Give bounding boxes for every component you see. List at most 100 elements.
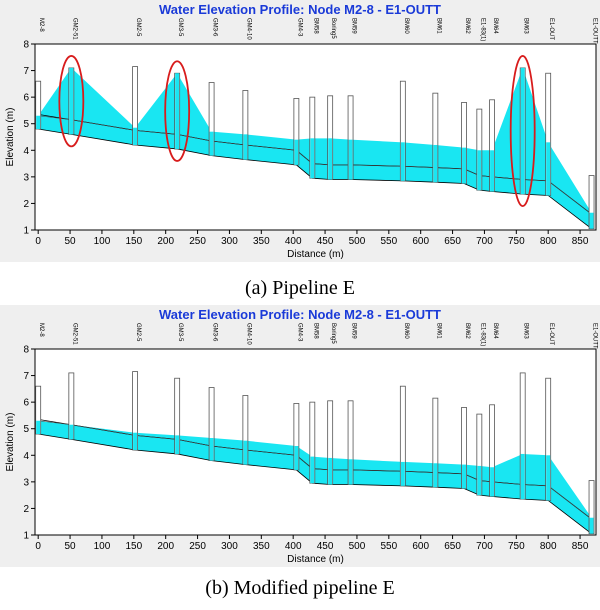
node-label: BM63 xyxy=(523,18,529,34)
x-tick-label: 750 xyxy=(508,236,525,247)
x-tick-label: 450 xyxy=(317,541,334,552)
x-tick-label: 300 xyxy=(221,541,238,552)
pipe-invert-line xyxy=(38,433,592,534)
node-label: GM3-5 xyxy=(177,18,183,37)
x-tick-label: 650 xyxy=(444,236,461,247)
y-tick-label: 2 xyxy=(23,504,29,515)
x-tick-label: 0 xyxy=(35,236,41,247)
x-tick-label: 850 xyxy=(572,541,589,552)
node-label: BM61 xyxy=(435,18,441,34)
manhole-water xyxy=(175,435,180,454)
x-tick-label: 800 xyxy=(540,236,557,247)
y-tick-label: 8 xyxy=(23,345,29,356)
y-tick-label: 1 xyxy=(23,531,29,542)
y-tick-label: 3 xyxy=(23,172,29,183)
manhole-water xyxy=(69,424,74,440)
x-tick-label: 650 xyxy=(444,541,461,552)
y-tick-label: 8 xyxy=(23,40,29,51)
panel-b: Water Elevation Profile: Node M2-8 - E1-… xyxy=(0,305,600,610)
highlight-ellipse xyxy=(58,55,85,148)
x-tick-label: 600 xyxy=(412,541,429,552)
node-label: GM4-3 xyxy=(296,323,302,342)
x-tick-label: 450 xyxy=(317,236,334,247)
y-tick-label: 6 xyxy=(23,93,29,104)
manhole-water xyxy=(462,147,467,184)
node-label: GM2-51 xyxy=(71,323,77,345)
y-tick-label: 3 xyxy=(23,477,29,488)
x-tick-label: 400 xyxy=(285,541,302,552)
chart-title: Water Elevation Profile: Node M2-8 - E1-… xyxy=(159,2,441,17)
y-tick-label: 4 xyxy=(23,146,29,157)
manhole xyxy=(68,372,75,440)
x-tick-label: 0 xyxy=(35,541,41,552)
node-label: E1-83(1) xyxy=(479,18,485,41)
manhole-water xyxy=(328,457,333,485)
x-tick-label: 350 xyxy=(253,236,270,247)
manhole-water xyxy=(36,420,41,435)
manhole-water xyxy=(36,115,41,130)
manhole-water xyxy=(520,67,525,195)
node-label: BM59 xyxy=(351,323,357,339)
y-tick-label: 4 xyxy=(23,451,29,462)
x-tick-label: 500 xyxy=(349,541,366,552)
x-tick-label: 550 xyxy=(380,541,397,552)
x-tick-label: 300 xyxy=(221,236,238,247)
manhole-water xyxy=(328,138,333,180)
profile-chart-b: Water Elevation Profile: Node M2-8 - E1-… xyxy=(0,305,600,567)
pipe-invert-line xyxy=(38,128,592,229)
node-label: E1-OUTT xyxy=(592,18,598,44)
manhole-water xyxy=(348,139,353,180)
node-label: M2-8 xyxy=(38,18,44,32)
node-label: E1-83(1) xyxy=(479,323,485,346)
y-axis-label: Elevation (m) xyxy=(5,413,16,472)
manhole xyxy=(588,480,595,535)
node-label: GM2-5 xyxy=(135,323,141,342)
node-label: E1-OUTT xyxy=(592,323,598,349)
chart-title: Water Elevation Profile: Node M2-8 - E1-… xyxy=(159,307,441,322)
x-tick-label: 500 xyxy=(349,236,366,247)
x-axis-label: Distance (m) xyxy=(287,554,344,565)
manhole-water xyxy=(400,461,405,486)
manhole-water xyxy=(209,438,214,461)
x-tick-label: 50 xyxy=(65,541,77,552)
x-tick-label: 150 xyxy=(125,236,142,247)
caption-a: (a) Pipeline E xyxy=(245,277,355,299)
manhole-water xyxy=(243,134,248,160)
node-label: E1-OUT xyxy=(548,323,554,345)
node-label: BM60 xyxy=(403,323,409,339)
water-surface-line xyxy=(38,420,592,520)
node-label: GM2-5 xyxy=(135,18,141,37)
profile-chart-a: Water Elevation Profile: Node M2-8 - E1-… xyxy=(0,0,600,262)
x-tick-label: 550 xyxy=(380,236,397,247)
x-tick-label: 50 xyxy=(65,236,77,247)
manhole xyxy=(132,371,138,451)
node-label: E1-OUT xyxy=(548,18,554,40)
manhole-water xyxy=(310,138,315,179)
node-label: GM2-51 xyxy=(71,18,77,40)
panel-a: Water Elevation Profile: Node M2-8 - E1-… xyxy=(0,0,600,299)
manhole xyxy=(132,66,138,146)
manhole-water xyxy=(310,456,315,484)
manhole-water xyxy=(589,212,594,229)
manhole-water xyxy=(348,459,353,485)
x-axis-label: Distance (m) xyxy=(287,249,344,260)
node-label: BM63 xyxy=(523,323,529,339)
node-label: GM4-3 xyxy=(296,18,302,37)
node-label: BM59 xyxy=(351,18,357,34)
manhole-water xyxy=(477,465,482,496)
manhole-water xyxy=(294,445,299,470)
x-tick-label: 200 xyxy=(157,541,174,552)
node-label: BM64 xyxy=(492,18,498,34)
x-tick-label: 250 xyxy=(189,236,206,247)
manhole-water xyxy=(520,453,525,500)
water-surface-line xyxy=(38,115,592,215)
node-label: BM64 xyxy=(492,323,498,339)
y-tick-label: 1 xyxy=(23,226,29,237)
manhole-water xyxy=(490,467,495,497)
manhole-water xyxy=(433,463,438,488)
caption-b: (b) Modified pipeline E xyxy=(205,577,395,599)
x-tick-label: 750 xyxy=(508,541,525,552)
node-label: Boring5 xyxy=(330,323,336,344)
x-tick-label: 700 xyxy=(476,236,493,247)
manhole-water xyxy=(490,150,495,192)
